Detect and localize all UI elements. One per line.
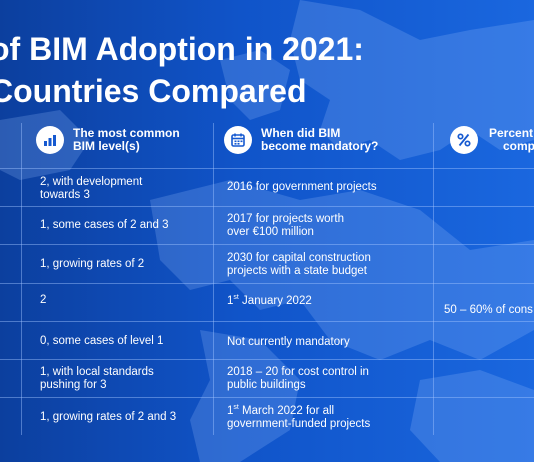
mandatory-cell: 2030 for capital construction projects w… — [227, 252, 371, 277]
bim-level-text: 1, some cases of 2 and 3 — [40, 219, 169, 231]
page-title: of BIM Adoption in 2021: Countries Compa… — [0, 28, 364, 112]
row-divider — [0, 397, 534, 398]
mandatory-cell: 2016 for government projects — [227, 181, 377, 194]
percent-icon — [450, 126, 478, 154]
mandatory-cell: 2017 for projects worth over €100 millio… — [227, 213, 344, 238]
mandatory-text: projects with a state budget — [227, 264, 367, 277]
header-bim-level-line-2: BIM level(s) — [73, 139, 140, 153]
column-divider — [21, 123, 22, 435]
mandatory-text: 2016 for government projects — [227, 181, 377, 193]
mandatory-text: public buildings — [227, 378, 306, 391]
mandatory-text: 1st January 2022 — [227, 294, 312, 308]
mandatory-cell: 1st January 2022 — [227, 294, 312, 308]
header-percent-line-1: Percent — [489, 126, 534, 140]
header-mandatory-line-1: When did BIM — [261, 126, 341, 140]
header-bim-level: The most common BIM level(s) — [36, 126, 180, 154]
bim-level-cell: 0, some cases of level 1 — [40, 335, 163, 348]
date-ordinal: st — [233, 404, 239, 412]
bim-level-cell: 1, some cases of 2 and 3 — [40, 219, 169, 232]
mandatory-cell: 1st March 2022 for all government-funded… — [227, 404, 371, 430]
header-mandatory: When did BIM become mandatory? — [224, 126, 378, 154]
row-divider — [0, 206, 534, 207]
mandatory-text: over €100 million — [227, 225, 314, 238]
title-line-1: of BIM Adoption in 2021: — [0, 31, 364, 67]
row-divider — [0, 283, 534, 284]
bim-level-text: 2, with development — [40, 176, 143, 188]
bim-level-text: pushing for 3 — [40, 378, 107, 391]
header-percent: Percent comp — [450, 126, 534, 154]
header-percent-line-2: comp — [503, 139, 534, 153]
bim-level-cell: 2 — [40, 294, 46, 307]
calendar-icon — [224, 126, 252, 154]
date-ordinal: st — [233, 294, 239, 302]
percentage-note: 50 – 60% of cons — [444, 304, 533, 317]
mandatory-text: 2017 for projects worth — [227, 213, 344, 225]
header-bim-level-line-1: The most common — [73, 126, 180, 140]
bim-level-text: 2 — [40, 294, 47, 306]
mandatory-cell: Not currently mandatory — [227, 336, 350, 349]
row-divider — [0, 168, 534, 169]
mandatory-cell: 2018 – 20 for cost control in public bui… — [227, 366, 369, 391]
bim-level-cell: 1, growing rates of 2 — [40, 258, 144, 271]
row-divider — [0, 321, 534, 322]
mandatory-text: 1st March 2022 for all — [227, 404, 370, 418]
mandatory-text: 2018 – 20 for cost control in — [227, 366, 369, 378]
bar-chart-icon — [36, 126, 64, 154]
bim-level-text: 1, with local standards — [40, 366, 154, 378]
row-divider — [0, 244, 534, 245]
column-divider — [213, 123, 214, 435]
date-day: 1 — [227, 295, 234, 307]
bim-level-text: 1, growing rates of 2 and 3 — [40, 411, 177, 423]
mandatory-text: 2030 for capital construction — [227, 252, 371, 264]
percentage-note-text: 50 – 60% of cons — [444, 304, 533, 316]
row-divider — [0, 359, 534, 360]
column-divider — [433, 123, 434, 435]
title-line-2: Countries Compared — [0, 73, 307, 109]
mandatory-text: government-funded projects — [227, 417, 371, 430]
bim-level-cell: 1, with local standards pushing for 3 — [40, 366, 154, 391]
mandatory-text: Not currently mandatory — [227, 336, 350, 348]
bim-level-text: 1, growing rates of 2 — [40, 258, 145, 270]
date-day: 1 — [227, 405, 234, 417]
header-mandatory-line-2: become mandatory? — [261, 139, 379, 153]
bim-level-text: 0, some cases of level 1 — [40, 335, 164, 347]
bim-level-cell: 1, growing rates of 2 and 3 — [40, 411, 176, 424]
bim-level-text: towards 3 — [40, 188, 90, 201]
bim-level-cell: 2, with development towards 3 — [40, 176, 142, 201]
date-rest: January 2022 — [238, 295, 312, 307]
date-rest: March 2022 for all — [238, 405, 335, 417]
